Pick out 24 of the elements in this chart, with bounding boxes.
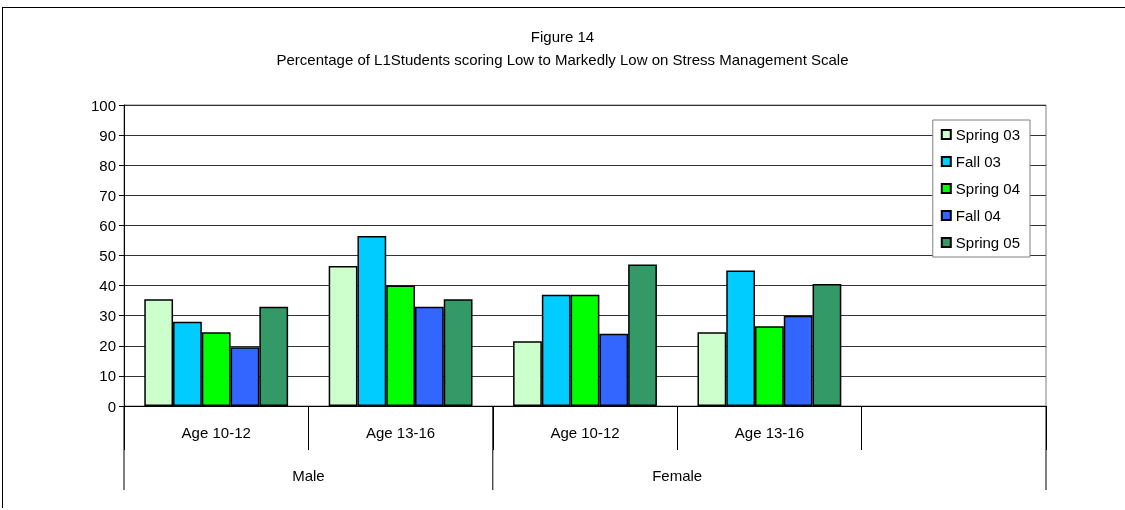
x-tick-label: Age 10-12 (181, 424, 251, 441)
y-tick-label: 10 (99, 367, 116, 385)
legend-label: Spring 04 (955, 180, 1021, 197)
x-tick-label: Age 10-12 (550, 424, 620, 441)
legend-label: Spring 03 (955, 126, 1021, 143)
y-tick-label: 40 (99, 277, 116, 295)
legend-label: Fall 04 (955, 207, 1001, 224)
y-tick-label: 50 (99, 247, 116, 264)
y-tick-label: 60 (99, 216, 116, 234)
chart-title: Figure 14 (530, 28, 595, 45)
legend-label: Fall 03 (955, 153, 1001, 170)
y-tick-label: 80 (99, 156, 116, 174)
y-tick-label: 30 (99, 307, 116, 325)
text: Female (652, 466, 703, 484)
y-tick-label: 70 (99, 186, 116, 204)
y-tick-label: 20 (99, 337, 116, 355)
x-tick-label: Age 13-16 (734, 424, 805, 441)
y-tick-label: 100 (90, 96, 116, 114)
y-tick-label: 0 (107, 397, 116, 415)
chart-subtitle: Percentage of L1Students scoring Low to Markedly Low on Stress Management Scale (276, 51, 849, 68)
legend-label: Spring 05 (955, 234, 1021, 251)
y-tick-label: 90 (99, 126, 116, 144)
x-tick-label: Age 13-16 (365, 424, 436, 441)
text: Male (292, 466, 325, 484)
